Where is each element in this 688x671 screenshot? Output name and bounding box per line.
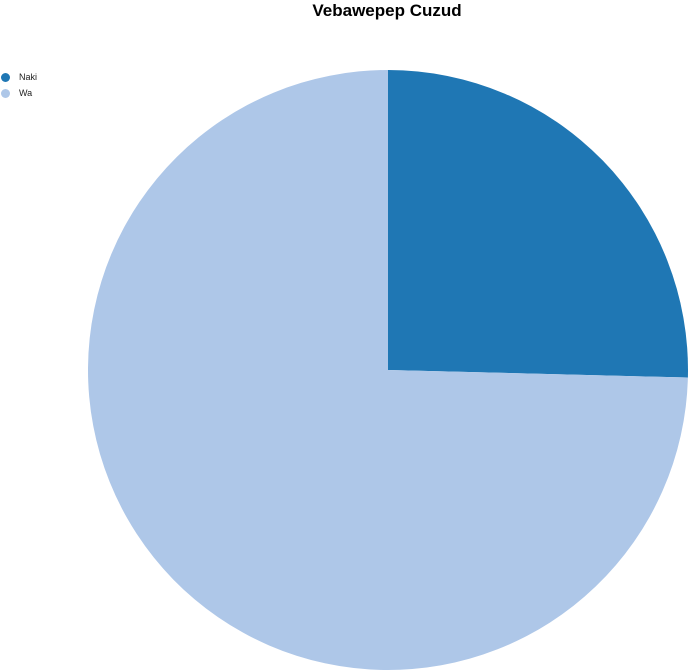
legend-item-wa: Wa bbox=[1, 85, 37, 101]
chart-legend: Naki Wa bbox=[1, 69, 37, 101]
legend-label-naki: Naki bbox=[19, 72, 38, 82]
legend-item-naki: Naki bbox=[1, 69, 37, 85]
legend-swatch-naki bbox=[1, 72, 10, 82]
chart-title: Vebawepep Cuzud bbox=[312, 1, 462, 20]
pie-slice-wa bbox=[88, 70, 688, 670]
legend-swatch-wa bbox=[1, 88, 10, 98]
legend-label-wa: Wa bbox=[19, 88, 33, 98]
pie-slice-naki bbox=[388, 70, 688, 378]
